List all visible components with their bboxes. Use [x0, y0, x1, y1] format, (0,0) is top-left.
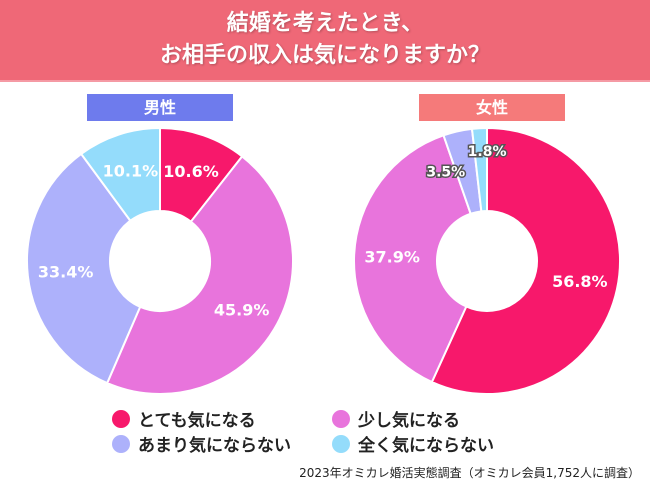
title-line-2: お相手の収入は気になりますか？ — [159, 43, 490, 68]
data-label: 10.6% — [163, 162, 219, 181]
legend-item-0: とても気になる — [112, 406, 256, 431]
donut-slice — [26, 152, 142, 385]
donut-slice — [79, 126, 161, 223]
series-label-female: 女性 — [419, 94, 565, 121]
legend-swatch — [112, 434, 130, 453]
legend-label: とても気になる — [138, 411, 256, 431]
legend-label: あまり気にならない — [138, 436, 291, 456]
data-label: 3.5% — [426, 165, 465, 181]
data-label: 45.9% — [214, 301, 270, 320]
data-label: 56.8% — [552, 272, 608, 291]
donut-slice — [470, 126, 488, 213]
legend-item-3: 全く気にならない — [332, 431, 494, 456]
legend-swatch — [332, 434, 350, 453]
legend-label: 少し気になる — [358, 411, 460, 431]
legend-swatch — [332, 409, 350, 428]
footnote: 2023年オミカレ婚活実態調査（オミカレ会員1,752人に調査） — [299, 466, 640, 480]
data-label: 10.1% — [103, 162, 159, 181]
title-line-1: 結婚を考えたとき、 — [226, 11, 424, 36]
donut-slice — [105, 155, 294, 395]
legend-item-1: 少し気になる — [332, 406, 460, 431]
chart-title: 結婚を考えたとき、 お相手の収入は気になりますか？ — [0, 0, 650, 82]
donut-slice — [430, 126, 621, 395]
data-label: 33.4% — [38, 263, 94, 282]
legend-item-2: あまり気にならない — [112, 431, 291, 456]
data-label: 37.9% — [364, 248, 420, 267]
donut-slice — [353, 134, 472, 384]
legend-swatch — [112, 409, 130, 428]
legend-label: 全く気にならない — [358, 436, 494, 456]
series-label-male: 男性 — [87, 94, 233, 121]
data-label: 1.8% — [468, 144, 507, 160]
